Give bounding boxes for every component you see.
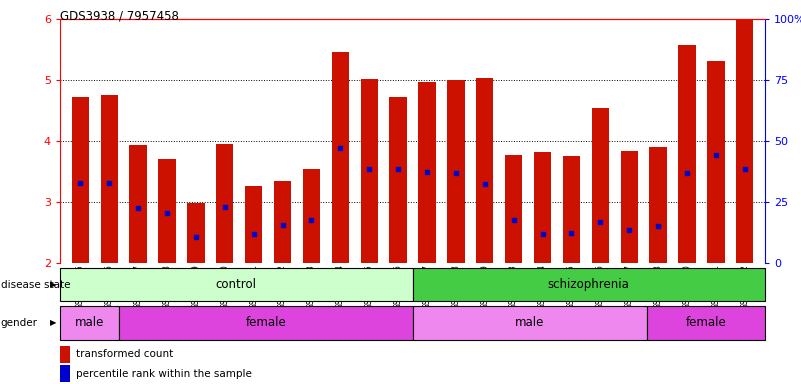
Bar bbox=[71, 97, 89, 263]
Bar bbox=[707, 61, 725, 263]
Bar bbox=[533, 152, 551, 263]
Text: ▶: ▶ bbox=[50, 280, 56, 289]
Bar bbox=[187, 203, 204, 263]
Bar bbox=[389, 97, 407, 263]
Bar bbox=[130, 146, 147, 263]
Bar bbox=[119, 306, 413, 340]
Bar bbox=[60, 268, 413, 301]
Text: male: male bbox=[515, 316, 545, 329]
Bar bbox=[447, 80, 465, 263]
Text: female: female bbox=[686, 316, 727, 329]
Text: female: female bbox=[245, 316, 286, 329]
Text: disease state: disease state bbox=[1, 280, 70, 290]
Bar bbox=[245, 185, 262, 263]
Bar bbox=[216, 144, 233, 263]
Text: gender: gender bbox=[1, 318, 38, 328]
Text: transformed count: transformed count bbox=[76, 349, 173, 359]
Bar bbox=[60, 306, 119, 340]
Text: ▶: ▶ bbox=[50, 318, 56, 328]
Bar bbox=[303, 169, 320, 263]
Bar bbox=[413, 306, 647, 340]
Bar bbox=[736, 19, 754, 263]
Bar bbox=[360, 79, 378, 263]
Bar bbox=[476, 78, 493, 263]
Text: schizophrenia: schizophrenia bbox=[548, 278, 630, 291]
Text: GDS3938 / 7957458: GDS3938 / 7957458 bbox=[60, 10, 179, 23]
Bar bbox=[592, 108, 609, 263]
Text: control: control bbox=[215, 278, 257, 291]
Bar bbox=[621, 151, 638, 263]
Text: percentile rank within the sample: percentile rank within the sample bbox=[76, 369, 252, 379]
Bar bbox=[563, 156, 580, 263]
Bar bbox=[274, 181, 292, 263]
Bar bbox=[100, 95, 118, 263]
Bar bbox=[647, 306, 765, 340]
Text: male: male bbox=[74, 316, 104, 329]
Bar bbox=[678, 45, 695, 263]
Bar bbox=[332, 52, 349, 263]
Bar bbox=[159, 159, 175, 263]
Bar bbox=[650, 147, 666, 263]
Bar bbox=[505, 155, 522, 263]
Bar bbox=[418, 82, 436, 263]
Bar bbox=[413, 268, 765, 301]
